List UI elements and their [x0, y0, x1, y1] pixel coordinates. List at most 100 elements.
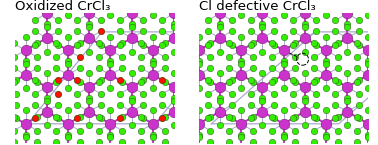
Point [53, 116, 59, 118]
Point [344, 23, 350, 26]
Point [171, 72, 177, 75]
Point [74, 44, 81, 46]
Point [217, 110, 223, 113]
Point [248, 19, 254, 21]
Point [86, 23, 92, 26]
Point [323, 49, 329, 51]
Point [311, 67, 317, 69]
Point [129, 37, 135, 39]
Point [290, 79, 296, 81]
Point [366, 109, 372, 111]
Point [332, 44, 338, 46]
Point [22, 49, 28, 51]
Point [271, 44, 277, 46]
Point [44, 26, 50, 28]
Point [280, 36, 287, 38]
Point [159, 79, 165, 81]
Point [238, 87, 244, 89]
Point [366, 36, 372, 38]
Point [344, 72, 350, 75]
Point [77, 42, 83, 45]
Point [22, 134, 28, 136]
Point [280, 60, 287, 62]
Point [86, 26, 92, 28]
Point [32, 117, 38, 119]
Text: Cl defective CrCl₃: Cl defective CrCl₃ [198, 0, 315, 13]
Point [195, 134, 201, 136]
Point [248, 117, 254, 119]
Point [302, 86, 308, 88]
Point [34, 56, 40, 58]
Point [271, 79, 277, 81]
Point [323, 136, 329, 139]
Point [302, 97, 308, 99]
Point [313, 93, 319, 95]
Point [74, 30, 81, 32]
Point [171, 50, 177, 53]
Point [86, 97, 92, 99]
Point [217, 99, 223, 102]
Point [335, 80, 341, 83]
Point [217, 12, 223, 15]
Point [32, 79, 38, 81]
Point [356, 30, 362, 32]
Point [129, 124, 135, 126]
Point [171, 124, 177, 126]
Point [53, 56, 59, 58]
Point [119, 67, 125, 69]
Point [65, 136, 71, 139]
Point [335, 116, 341, 118]
Point [217, 97, 223, 99]
Point [159, 19, 165, 21]
Point [280, 134, 287, 136]
Point [86, 86, 92, 88]
Point [53, 42, 59, 45]
Point [332, 19, 338, 21]
Point [313, 117, 319, 119]
Point [171, 97, 177, 99]
Point [195, 136, 201, 139]
Point [86, 110, 92, 113]
Point [117, 44, 123, 46]
Point [13, 104, 19, 106]
Point [140, 117, 146, 119]
Point [86, 99, 92, 102]
Point [207, 42, 213, 45]
Point [119, 80, 125, 83]
Point [335, 129, 341, 132]
Point [11, 129, 17, 132]
Point [271, 104, 277, 106]
Point [292, 116, 298, 118]
Point [74, 93, 81, 95]
Point [56, 79, 62, 81]
Point [250, 116, 256, 118]
Point [302, 99, 308, 102]
Point [226, 56, 232, 58]
Point [77, 116, 83, 118]
Point [238, 14, 244, 16]
Point [238, 136, 244, 139]
Point [280, 123, 287, 125]
Point [159, 30, 165, 32]
Point [129, 50, 135, 53]
Point [44, 99, 50, 102]
Text: Oxidized CrCl₃: Oxidized CrCl₃ [15, 0, 110, 13]
Point [290, 117, 296, 119]
Point [271, 93, 277, 95]
Point [217, 26, 223, 28]
Point [53, 140, 59, 143]
Point [171, 110, 177, 113]
Point [129, 72, 135, 75]
Point [259, 12, 265, 15]
Point [98, 117, 104, 119]
Point [65, 87, 71, 89]
Point [271, 117, 277, 119]
Point [171, 26, 177, 28]
Point [44, 23, 50, 26]
Point [332, 79, 338, 81]
Point [354, 140, 360, 143]
Point [65, 123, 71, 125]
Point [56, 93, 62, 95]
Point [65, 63, 71, 65]
Point [107, 123, 113, 125]
